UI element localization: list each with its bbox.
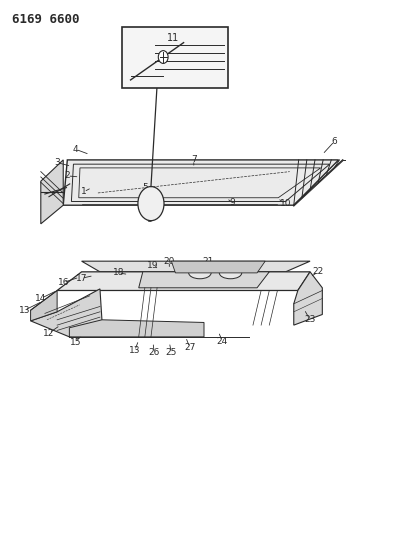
Text: 24: 24	[217, 337, 228, 345]
Polygon shape	[171, 261, 265, 273]
Text: 8: 8	[146, 215, 152, 224]
Polygon shape	[31, 290, 57, 321]
Text: 6169 6600: 6169 6600	[12, 13, 80, 26]
Text: 20: 20	[164, 257, 175, 265]
Text: 27: 27	[184, 343, 195, 352]
Text: 22: 22	[313, 268, 324, 276]
Text: 6: 6	[332, 137, 337, 146]
Text: 26: 26	[149, 349, 160, 357]
Circle shape	[158, 51, 168, 63]
Text: 18: 18	[113, 269, 124, 277]
Text: 13: 13	[19, 306, 30, 314]
Ellipse shape	[188, 267, 211, 279]
Text: 13: 13	[129, 346, 140, 355]
Text: 9: 9	[230, 198, 235, 207]
Text: 23: 23	[304, 316, 316, 324]
Text: 25: 25	[166, 349, 177, 357]
Text: 16: 16	[58, 278, 69, 287]
Polygon shape	[139, 272, 269, 288]
Text: 19: 19	[147, 261, 159, 270]
Text: 10: 10	[280, 199, 291, 208]
Polygon shape	[63, 160, 339, 205]
Polygon shape	[69, 320, 204, 337]
Text: 14: 14	[35, 294, 47, 303]
Polygon shape	[82, 261, 310, 272]
Polygon shape	[31, 289, 102, 337]
Text: 15: 15	[70, 338, 81, 346]
Text: 3: 3	[54, 158, 60, 167]
Circle shape	[138, 187, 164, 221]
Polygon shape	[294, 272, 322, 325]
Text: 5: 5	[142, 183, 148, 192]
Text: 17: 17	[76, 274, 87, 282]
Polygon shape	[41, 160, 63, 224]
Text: 21: 21	[202, 257, 214, 265]
Text: 7: 7	[191, 156, 197, 164]
Text: 11: 11	[167, 33, 180, 43]
Text: 4: 4	[73, 145, 78, 154]
Text: 1: 1	[81, 188, 86, 196]
Bar	[122, 27, 228, 88]
Polygon shape	[57, 272, 310, 290]
Text: 12: 12	[43, 329, 55, 337]
Ellipse shape	[220, 267, 242, 279]
Text: 2: 2	[64, 172, 70, 180]
